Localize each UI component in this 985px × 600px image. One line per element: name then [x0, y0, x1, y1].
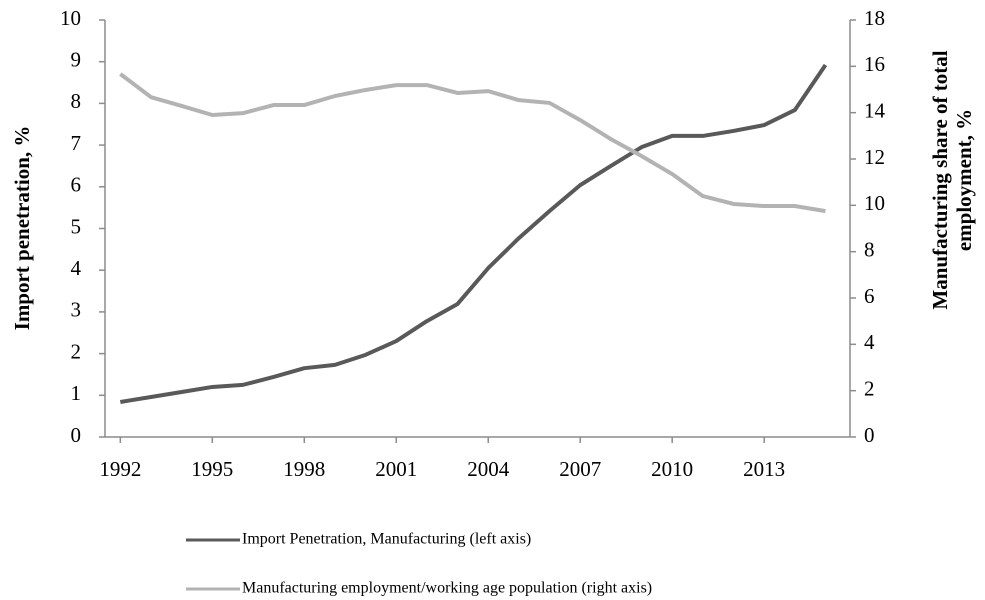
y-tick-label: 8 — [71, 89, 82, 113]
y2-tick-label: 6 — [864, 284, 875, 308]
series-line — [119, 72, 826, 214]
y-tick-label: 6 — [71, 173, 82, 197]
x-tick-label: 2010 — [651, 457, 693, 481]
y2-axis-title: Manufacturing share of total — [928, 50, 952, 309]
x-tick-label: 1995 — [191, 457, 233, 481]
x-tick-label: 1998 — [283, 457, 325, 481]
x-tick-label: 2007 — [559, 457, 601, 481]
x-tick-label: 1992 — [99, 457, 141, 481]
y-tick-label: 7 — [71, 131, 82, 155]
x-tick-label: 2004 — [467, 457, 510, 481]
y2-tick-label: 16 — [864, 52, 885, 76]
y2-tick-label: 4 — [864, 330, 875, 354]
y-tick-label: 2 — [71, 339, 82, 363]
y-axis-title: Import penetration, % — [10, 126, 34, 331]
y-tick-label: 1 — [71, 381, 82, 405]
y2-axis-title: employment, % — [952, 109, 976, 251]
y-tick-label: 10 — [60, 6, 81, 30]
y-tick-label: 3 — [71, 298, 82, 322]
series-line — [120, 63, 828, 404]
y2-tick-label: 12 — [864, 145, 885, 169]
y-tick-label: 4 — [71, 256, 82, 280]
y2-tick-label: 18 — [864, 6, 885, 30]
legend-label: Import Penetration, Manufacturing (left … — [242, 531, 531, 548]
y-tick-label: 9 — [71, 48, 82, 72]
x-tick-label: 2001 — [375, 457, 417, 481]
y2-tick-label: 8 — [864, 237, 875, 261]
y-tick-label: 5 — [71, 214, 82, 238]
x-tick-label: 2013 — [743, 457, 785, 481]
y2-tick-label: 10 — [864, 191, 885, 215]
y-tick-label: 0 — [71, 423, 82, 447]
y2-tick-label: 14 — [864, 98, 886, 122]
y2-tick-label: 0 — [864, 423, 875, 447]
y2-tick-label: 2 — [864, 376, 875, 400]
legend-label: Manufacturing employment/working age pop… — [242, 580, 652, 597]
